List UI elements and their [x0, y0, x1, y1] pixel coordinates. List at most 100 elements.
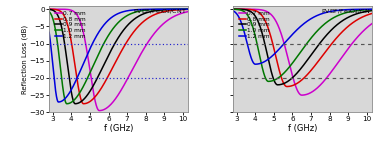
1.0 mm — [239, 10, 244, 11]
0.9 mm — [336, 22, 341, 24]
0.8 mm — [136, 26, 140, 28]
0.7 mm — [47, 8, 51, 10]
0.9 mm — [351, 14, 355, 16]
1.0 mm — [167, 8, 172, 10]
1.2 mm — [132, 9, 136, 11]
0.9 mm — [316, 45, 320, 47]
0.9 mm — [73, 103, 77, 105]
1.0 mm — [336, 14, 341, 16]
0.8 mm — [153, 14, 157, 15]
0.9 mm — [167, 9, 172, 10]
0.7 mm — [132, 66, 136, 68]
0.8 mm — [239, 8, 244, 10]
0.7 mm — [239, 8, 244, 10]
1.2 mm — [56, 100, 60, 102]
0.7 mm — [136, 58, 140, 60]
0.8 mm — [132, 31, 136, 33]
1.2 mm — [253, 63, 258, 65]
Y-axis label: Reflection Loss (dB): Reflection Loss (dB) — [22, 24, 28, 94]
1.2 mm — [316, 14, 320, 16]
1.0 mm — [47, 11, 51, 12]
0.8 mm — [336, 35, 341, 36]
Line: 0.9 mm: 0.9 mm — [49, 9, 189, 104]
0.9 mm — [56, 14, 60, 16]
0.9 mm — [370, 10, 375, 11]
1.0 mm — [128, 13, 132, 15]
0.9 mm — [320, 40, 324, 41]
0.9 mm — [186, 8, 191, 10]
1.0 mm — [312, 34, 316, 35]
X-axis label: f (GHz): f (GHz) — [104, 124, 133, 133]
1.2 mm — [239, 23, 244, 24]
0.7 mm — [167, 18, 172, 20]
1.2 mm — [312, 16, 316, 18]
0.9 mm — [128, 22, 132, 23]
0.7 mm — [153, 32, 157, 33]
1.0 mm — [132, 12, 136, 13]
0.7 mm — [351, 41, 355, 43]
Legend: 0.7 mm, 0.8 mm, 0.9 mm, 1.0 mm, 1.2 mm: 0.7 mm, 0.8 mm, 0.9 mm, 1.0 mm, 1.2 mm — [237, 10, 271, 40]
Line: 0.8 mm: 0.8 mm — [233, 9, 372, 87]
1.0 mm — [316, 30, 320, 31]
0.9 mm — [136, 16, 140, 17]
1.2 mm — [186, 8, 191, 10]
1.2 mm — [336, 9, 341, 11]
0.8 mm — [231, 8, 235, 10]
1.2 mm — [128, 10, 132, 11]
0.7 mm — [186, 11, 191, 12]
0.8 mm — [167, 10, 172, 12]
1.2 mm — [351, 9, 355, 10]
0.7 mm — [370, 22, 375, 24]
1.2 mm — [47, 32, 51, 33]
1.2 mm — [153, 8, 157, 10]
0.8 mm — [370, 13, 375, 14]
1.2 mm — [136, 9, 140, 11]
0.7 mm — [316, 87, 320, 88]
0.8 mm — [312, 66, 316, 68]
0.7 mm — [97, 110, 102, 111]
0.8 mm — [186, 8, 191, 10]
0.7 mm — [336, 60, 341, 62]
1.0 mm — [56, 44, 60, 46]
X-axis label: f (GHz): f (GHz) — [288, 124, 318, 133]
1.2 mm — [370, 8, 375, 10]
0.7 mm — [320, 83, 324, 84]
0.7 mm — [56, 8, 60, 10]
Line: 0.8 mm: 0.8 mm — [49, 9, 189, 104]
1.2 mm — [320, 13, 324, 15]
0.8 mm — [128, 36, 132, 38]
1.0 mm — [351, 10, 355, 12]
0.8 mm — [285, 86, 289, 87]
1.0 mm — [320, 25, 324, 27]
0.8 mm — [47, 8, 51, 10]
Line: 1.0 mm: 1.0 mm — [233, 9, 372, 81]
Line: 0.9 mm: 0.9 mm — [233, 9, 372, 85]
Line: 1.2 mm: 1.2 mm — [49, 9, 189, 102]
Line: 0.7 mm: 0.7 mm — [233, 9, 372, 95]
1.2 mm — [56, 101, 61, 103]
0.8 mm — [81, 103, 86, 105]
0.8 mm — [351, 22, 355, 23]
0.7 mm — [231, 8, 235, 10]
Line: 1.0 mm: 1.0 mm — [49, 9, 189, 104]
0.9 mm — [276, 84, 280, 86]
1.0 mm — [136, 11, 140, 12]
0.9 mm — [312, 50, 316, 52]
0.7 mm — [299, 94, 304, 96]
0.8 mm — [320, 56, 324, 57]
1.0 mm — [153, 9, 157, 10]
0.9 mm — [153, 10, 157, 12]
0.9 mm — [239, 8, 244, 10]
1.0 mm — [186, 8, 191, 10]
1.0 mm — [65, 103, 69, 105]
0.9 mm — [231, 8, 235, 10]
1.0 mm — [231, 8, 235, 10]
1.0 mm — [370, 9, 375, 10]
0.8 mm — [316, 61, 320, 63]
1.0 mm — [266, 80, 271, 82]
0.7 mm — [128, 73, 132, 75]
Legend: 0.7 mm, 0.8 mm, 0.9 mm, 1.0 mm, 1.2 mm: 0.7 mm, 0.8 mm, 0.9 mm, 1.0 mm, 1.2 mm — [53, 10, 87, 40]
0.9 mm — [47, 8, 51, 10]
1.2 mm — [231, 10, 235, 12]
Line: 0.7 mm: 0.7 mm — [49, 9, 189, 111]
